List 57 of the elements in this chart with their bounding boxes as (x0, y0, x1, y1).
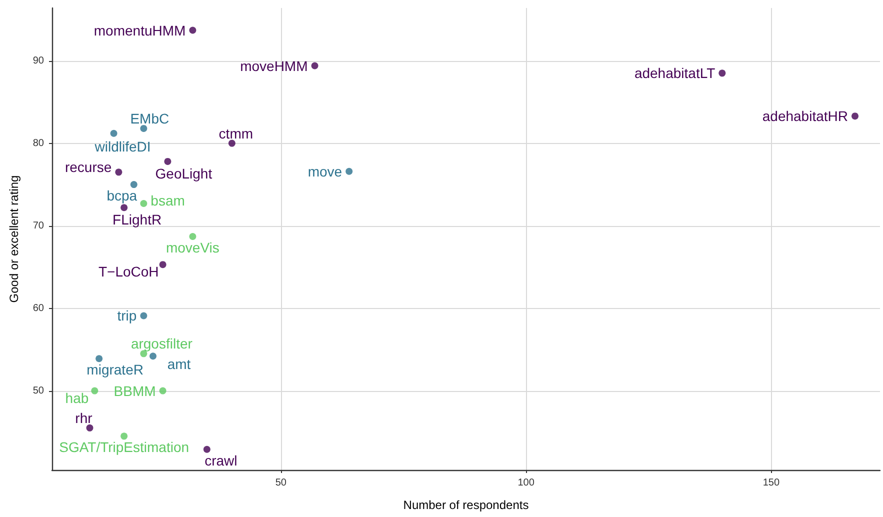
point (96, 355, 103, 362)
annotation: wildlifeDI (94, 138, 151, 154)
annotation: trip (117, 308, 137, 324)
point (110, 130, 118, 137)
annotation: EMbC (130, 110, 170, 126)
annotation: hab (65, 390, 89, 406)
point (189, 233, 196, 240)
point (91, 387, 98, 394)
point (311, 62, 318, 70)
annotation: T−LoCoH (98, 264, 159, 280)
annotation: adehabitatHR (762, 108, 848, 124)
y-tick-label: 90 (32, 55, 44, 66)
annotation: recurse (64, 159, 112, 176)
annotation: ctmm (218, 125, 254, 142)
point (86, 424, 94, 432)
point (149, 352, 156, 360)
x-tick-label: 150 (762, 478, 780, 488)
annotation: moveHMM (240, 58, 308, 74)
y-tick-label: 80 (32, 138, 44, 149)
point (228, 140, 236, 147)
y-axis-title: Good or excellent rating (7, 175, 21, 303)
annotation: SGAT/TripEstimation (59, 439, 190, 456)
annotation: bsam (150, 192, 185, 209)
annotation: amt (167, 356, 191, 372)
annotation: rhr (75, 410, 93, 426)
annotation: crawl (204, 452, 238, 468)
annotation: momentuHMM (94, 22, 186, 38)
annotation: BBMM (114, 382, 156, 399)
annotation: move (308, 163, 342, 180)
point (346, 168, 353, 175)
point (203, 446, 210, 453)
annotation: adehabitatLT (634, 65, 716, 82)
annotation: moveVis (166, 240, 220, 256)
point (159, 261, 166, 268)
y-tick-label: 60 (32, 302, 44, 314)
annotation: FLightR (112, 212, 162, 228)
point (159, 387, 166, 394)
point (115, 168, 122, 176)
annotation: migrateR (86, 362, 144, 378)
annotation: bcpa (106, 188, 138, 204)
point (140, 200, 148, 208)
point (852, 112, 858, 120)
x-tick-label: 50 (275, 478, 287, 488)
point (140, 312, 148, 320)
x-tick-label: 100 (518, 478, 535, 488)
y-tick-label: 50 (32, 385, 44, 396)
annotation: GeoLight (155, 165, 212, 182)
point (140, 124, 148, 132)
point (718, 70, 726, 77)
point (120, 204, 128, 212)
annotation: argosfilter (130, 336, 193, 352)
y-tick-label: 70 (32, 220, 44, 232)
point (189, 26, 196, 34)
x-axis-title: Number of respondents (403, 498, 529, 512)
point (120, 432, 128, 440)
point (130, 181, 138, 188)
point (164, 158, 172, 165)
